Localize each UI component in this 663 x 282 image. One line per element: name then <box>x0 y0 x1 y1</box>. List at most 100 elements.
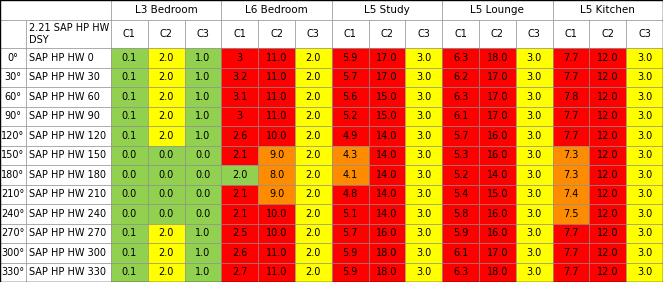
Text: 7.7: 7.7 <box>564 228 579 238</box>
Bar <box>332 224 369 243</box>
Text: 0.1: 0.1 <box>122 92 137 102</box>
Bar <box>184 204 221 224</box>
Text: 3.0: 3.0 <box>526 267 542 277</box>
Bar <box>332 165 369 184</box>
Bar <box>405 87 442 107</box>
Text: 2.6: 2.6 <box>232 248 247 258</box>
Text: SAP HP HW 0: SAP HP HW 0 <box>29 53 93 63</box>
Text: 0.0: 0.0 <box>196 150 211 160</box>
Text: 12.0: 12.0 <box>597 111 619 121</box>
Text: 7.4: 7.4 <box>564 189 579 199</box>
Text: 5.9: 5.9 <box>343 248 358 258</box>
Text: 16.0: 16.0 <box>377 228 398 238</box>
Bar <box>258 224 295 243</box>
Text: 6.2: 6.2 <box>453 72 468 82</box>
Bar <box>221 204 258 224</box>
Bar <box>258 20 295 48</box>
Bar <box>552 87 589 107</box>
Text: L5 Kitchen: L5 Kitchen <box>580 5 635 15</box>
Bar <box>0 126 26 146</box>
Bar <box>626 48 663 67</box>
Text: 5.7: 5.7 <box>453 131 468 141</box>
Bar <box>26 263 111 282</box>
Text: 3.0: 3.0 <box>637 170 652 180</box>
Text: 6.1: 6.1 <box>453 111 468 121</box>
Bar <box>221 126 258 146</box>
Bar <box>111 87 148 107</box>
Bar <box>552 165 589 184</box>
Text: 12.0: 12.0 <box>597 92 619 102</box>
Bar <box>148 243 184 263</box>
Bar <box>0 48 26 67</box>
Bar <box>479 243 516 263</box>
Bar <box>295 146 332 165</box>
Text: 2.1: 2.1 <box>232 189 247 199</box>
Text: 18.0: 18.0 <box>487 53 508 63</box>
Text: 2.0: 2.0 <box>158 248 174 258</box>
Text: 7.7: 7.7 <box>564 111 579 121</box>
Bar <box>184 20 221 48</box>
Bar <box>626 67 663 87</box>
Bar <box>479 146 516 165</box>
Bar <box>26 107 111 126</box>
Text: 2.6: 2.6 <box>232 131 247 141</box>
Bar <box>26 243 111 263</box>
Bar <box>369 243 405 263</box>
Text: 17.0: 17.0 <box>487 72 508 82</box>
Bar <box>295 224 332 243</box>
Bar <box>479 48 516 67</box>
Text: C3: C3 <box>307 29 320 39</box>
Bar <box>516 67 552 87</box>
Bar <box>295 107 332 126</box>
Text: 1.0: 1.0 <box>196 111 211 121</box>
Bar <box>589 243 626 263</box>
Text: 5.9: 5.9 <box>453 228 468 238</box>
Bar <box>332 0 442 20</box>
Bar <box>405 184 442 204</box>
Text: 2.0: 2.0 <box>232 170 247 180</box>
Bar <box>626 204 663 224</box>
Text: 12.0: 12.0 <box>597 131 619 141</box>
Text: 0.0: 0.0 <box>122 209 137 219</box>
Bar <box>148 165 184 184</box>
Text: 14.0: 14.0 <box>487 170 508 180</box>
Bar <box>184 67 221 87</box>
Text: 11.0: 11.0 <box>266 72 287 82</box>
Text: 2.0: 2.0 <box>306 170 321 180</box>
Text: 12.0: 12.0 <box>597 189 619 199</box>
Bar <box>332 20 369 48</box>
Bar <box>221 0 332 20</box>
Text: 15.0: 15.0 <box>487 189 508 199</box>
Text: 3.0: 3.0 <box>637 228 652 238</box>
Text: 2.0: 2.0 <box>158 72 174 82</box>
Text: 6.3: 6.3 <box>453 267 468 277</box>
Bar <box>332 107 369 126</box>
Text: 17.0: 17.0 <box>487 92 508 102</box>
Bar <box>589 87 626 107</box>
Text: 5.3: 5.3 <box>453 150 468 160</box>
Bar <box>405 243 442 263</box>
Text: C2: C2 <box>381 29 394 39</box>
Text: 5.6: 5.6 <box>343 92 358 102</box>
Text: 330°: 330° <box>1 267 25 277</box>
Text: 12.0: 12.0 <box>597 72 619 82</box>
Text: 1.0: 1.0 <box>196 248 211 258</box>
Bar <box>258 146 295 165</box>
Bar <box>0 184 26 204</box>
Bar <box>589 184 626 204</box>
Text: SAP HP HW 150: SAP HP HW 150 <box>29 150 106 160</box>
Bar <box>295 204 332 224</box>
Text: 2.0: 2.0 <box>158 111 174 121</box>
Bar <box>589 204 626 224</box>
Bar <box>111 165 148 184</box>
Text: 2.0: 2.0 <box>306 92 321 102</box>
Text: 3.1: 3.1 <box>232 92 247 102</box>
Bar <box>26 146 111 165</box>
Text: 7.7: 7.7 <box>564 267 579 277</box>
Bar <box>626 224 663 243</box>
Text: 11.0: 11.0 <box>266 53 287 63</box>
Bar <box>479 184 516 204</box>
Text: 3.0: 3.0 <box>416 248 432 258</box>
Text: 2.7: 2.7 <box>232 267 247 277</box>
Text: 0.0: 0.0 <box>158 170 174 180</box>
